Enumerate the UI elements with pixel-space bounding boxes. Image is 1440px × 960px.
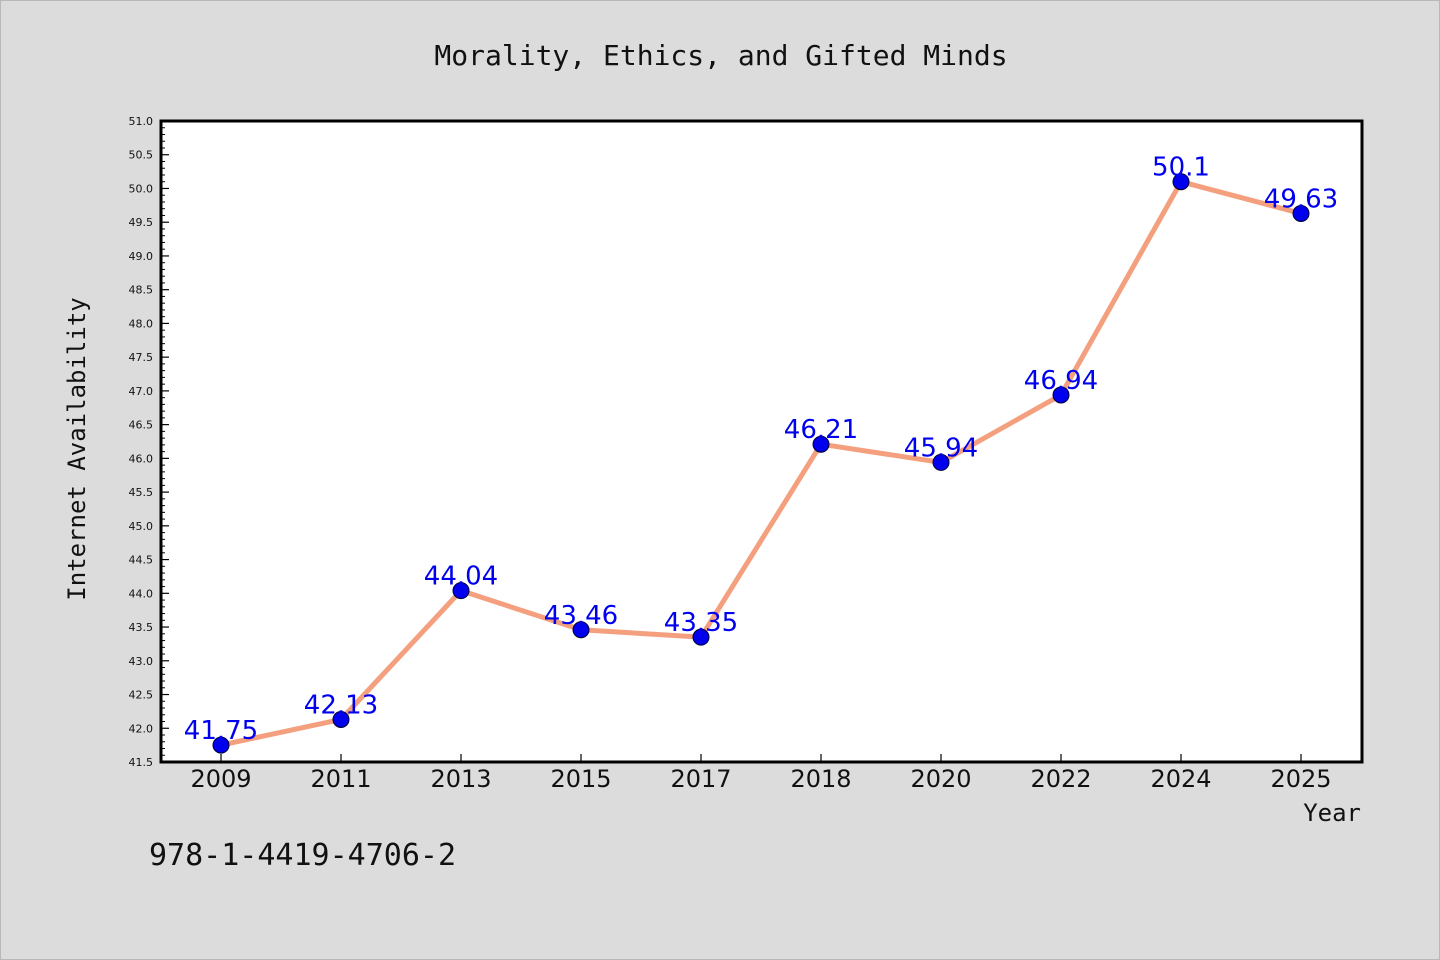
y-tick-label: 49.0 [129,250,154,263]
y-tick-label: 44.0 [129,587,154,600]
data-label: 46.21 [784,415,858,445]
data-point [452,582,470,600]
x-tick-label: 2009 [190,765,251,793]
data-point [572,621,590,639]
x-tick-label: 2020 [910,765,971,793]
x-tick-label: 2013 [430,765,491,793]
data-label: 45.94 [904,433,978,463]
y-tick-label: 49.5 [129,216,154,229]
y-axis: 41.5 42.0 42.5 43.0 43.5 44.0 44.5 45.0 45.5 46.0… [129,115,169,769]
y-tick-label: 42.0 [129,722,154,735]
y-tick-label: 47.5 [129,351,154,364]
data-point [812,435,830,453]
data-point [1292,204,1310,222]
data-label: 46.94 [1024,366,1098,396]
y-tick-label: 50.5 [129,149,154,162]
series-layer: 41.75 42.13 44.04 43.46 43.35 46.21 45.94 46.94… [184,153,1338,754]
data-label: 43.35 [664,608,738,638]
y-tick-label: 48.5 [129,284,154,297]
y-tick-label: 45.5 [129,486,154,499]
data-label: 44.04 [424,562,498,592]
x-axis: 2009 2011 2013 2015 2017 2018 2020 2022 2024 2025 [190,754,1332,793]
x-tick-label: 2015 [550,765,611,793]
y-tick-label: 44.5 [129,554,154,567]
y-tick-label: 42.5 [129,689,154,702]
series-line [218,179,1304,748]
x-tick-label: 2017 [670,765,731,793]
x-tick-label: 2024 [1150,765,1211,793]
y-tick-label: 43.0 [129,655,154,668]
data-point [332,710,350,728]
data-point [212,736,230,754]
isbn-text: 978-1-4419-4706-2 [149,838,456,873]
y-axis-label: Internet Availability [63,297,91,600]
y-tick-label: 47.0 [129,385,154,398]
data-label: 42.13 [304,690,378,720]
x-tick-label: 2025 [1270,765,1331,793]
x-axis-label: Year [1303,799,1361,827]
chart-title: Morality, Ethics, and Gifted Minds [434,39,1007,72]
data-point [692,628,710,646]
data-point [1172,173,1190,191]
plot-area [159,119,1364,764]
data-label: 50.1 [1152,153,1210,183]
y-tick-label: 45.0 [129,520,154,533]
data-point [1052,386,1070,404]
data-label: 41.75 [184,716,258,746]
data-label: 49.63 [1264,184,1338,214]
y-tick-label: 46.5 [129,419,154,432]
y-tick-label: 51.0 [129,115,154,128]
x-tick-label: 2011 [310,765,371,793]
y-tick-label: 48.0 [129,317,154,330]
x-tick-label: 2018 [790,765,851,793]
y-tick-label: 43.5 [129,621,154,634]
y-tick-label: 46.0 [129,452,154,465]
x-tick-label: 2022 [1030,765,1091,793]
y-tick-label: 41.5 [129,756,154,769]
data-label: 43.46 [544,601,618,631]
data-point [932,453,950,471]
y-tick-label: 50.0 [129,182,154,195]
